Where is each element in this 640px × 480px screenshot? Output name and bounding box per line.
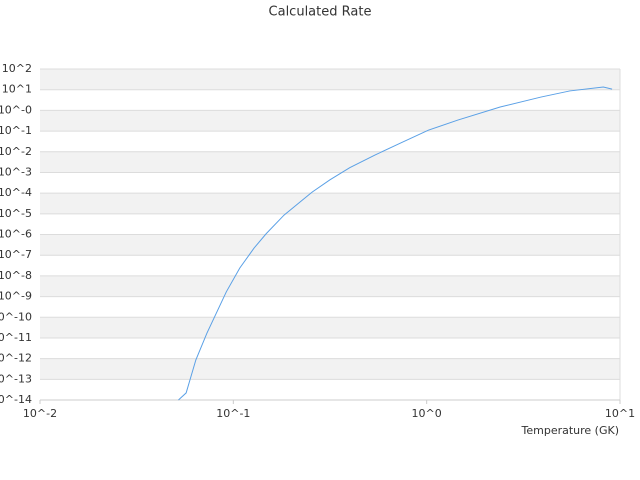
x-tick-label: 10^-2 [23,407,57,420]
grid-band [40,317,620,338]
grid-band [40,255,620,276]
y-tick-label: 10^-14 [0,393,32,406]
y-tick-label: 10^-4 [0,186,32,199]
x-tick-label: 10^1 [605,407,635,420]
chart-title: Calculated Rate [269,5,372,20]
y-tick-label: 10^1 [2,83,32,96]
y-tick-label: 10^-13 [0,372,32,385]
grid-band [40,213,620,235]
x-tick-label: 10^0 [412,407,442,420]
grid-band [40,89,620,111]
grid-band [40,358,620,380]
y-tick-label: 10^-12 [0,352,32,365]
y-tick-label: 10^2 [2,62,32,75]
grid-band [40,172,620,194]
y-tick-label: 10^-2 [0,145,32,158]
y-tick-label: 10^-10 [0,310,32,323]
grid-band [40,110,620,132]
grid-band [40,275,620,297]
y-tick-label: 10^-0 [0,103,32,116]
grid-band [40,379,620,400]
y-tick-label: 10^-3 [0,165,32,178]
grid-band [40,193,620,214]
y-tick-label: 10^-6 [0,228,32,241]
grid-band [40,234,620,256]
grid-band [40,69,620,90]
y-tick-label: 10^-5 [0,207,32,220]
grid-band [40,131,620,152]
y-tick-label: 10^-1 [0,124,32,137]
x-axis-label: Temperature (GK) [521,424,620,437]
data-line [178,86,613,401]
y-tick-label: 10^-11 [0,331,32,344]
grid-band [40,337,620,359]
y-tick-label: 10^-8 [0,269,32,282]
y-tick-label: 10^-9 [0,290,32,303]
x-tick-label: 10^-1 [216,407,250,420]
grid-band [40,296,620,318]
y-tick-label: 10^-7 [0,248,32,261]
grid-band [40,151,620,173]
